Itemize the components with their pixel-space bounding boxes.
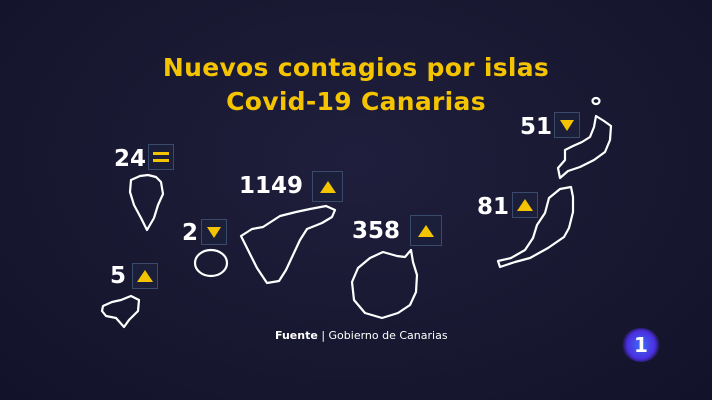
value-tenerife: 1149 [239,173,304,199]
island-el-hierro [100,294,141,329]
channel-logo: 1 [622,328,660,362]
trend-la-gomera [201,219,227,245]
triangle-up-icon [137,270,153,282]
trend-el-hierro [132,263,158,289]
triangle-down-icon [560,119,574,131]
source-text: Gobierno de Canarias [328,329,448,342]
value-fuerteventura: 81 [477,194,510,220]
value-la-gomera: 2 [182,220,199,246]
triangle-up-icon [418,224,434,237]
triangle-up-icon [319,180,336,193]
trend-lanzarote [554,112,580,138]
source-separator: | [321,329,326,342]
triangle-down-icon [207,226,221,238]
triangle-up-icon [517,199,533,211]
value-gran-canaria: 358 [352,218,401,244]
value-el-hierro: 5 [110,263,127,289]
island-la-palma [128,173,165,232]
island-la-gomera [193,248,229,278]
value-la-palma: 24 [114,146,147,172]
source-label: Fuente [275,329,318,342]
title-line-2: Covid-19 Canarias [226,87,486,116]
island-gran-canaria [350,248,419,320]
island-fuerteventura [496,185,575,269]
trend-tenerife [312,171,343,202]
trend-la-palma [148,144,174,170]
island-tenerife [239,204,337,285]
trend-gran-canaria [410,215,442,246]
title-line-1: Nuevos contagios por islas [162,53,550,82]
value-lanzarote: 51 [520,114,553,140]
island-islet [591,96,601,106]
equal-icon [153,152,169,162]
trend-fuerteventura [512,192,538,218]
island-lanzarote [556,114,613,180]
source-credit: Fuente | Gobierno de Canarias [275,329,448,342]
